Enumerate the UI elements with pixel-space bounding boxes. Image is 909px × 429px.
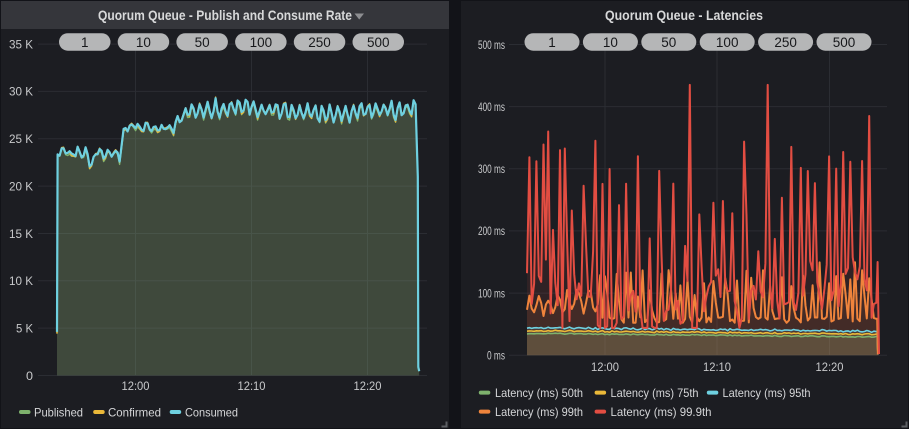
svg-text:Quorum Queue - Latencies: Quorum Queue - Latencies (605, 7, 763, 23)
svg-text:0 ms: 0 ms (487, 349, 505, 363)
svg-text:500 ms: 500 ms (478, 38, 505, 52)
svg-text:50: 50 (661, 35, 676, 50)
svg-text:15 K: 15 K (9, 227, 33, 241)
svg-text:50: 50 (195, 35, 210, 50)
svg-text:12:10: 12:10 (238, 379, 266, 393)
svg-text:12:20: 12:20 (816, 360, 844, 374)
svg-text:Latency (ms) 99th: Latency (ms) 99th (495, 405, 583, 419)
svg-text:100 ms: 100 ms (478, 286, 505, 300)
svg-text:Quorum Queue - Publish and Con: Quorum Queue - Publish and Consume Rate (98, 7, 352, 23)
svg-text:Latency (ms) 95th: Latency (ms) 95th (723, 386, 811, 400)
svg-text:200 ms: 200 ms (478, 224, 505, 238)
svg-text:5 K: 5 K (16, 321, 33, 335)
svg-text:500: 500 (367, 35, 390, 50)
svg-text:Latency (ms) 50th: Latency (ms) 50th (495, 386, 583, 400)
svg-text:12:10: 12:10 (703, 360, 731, 374)
svg-text:250: 250 (308, 35, 331, 50)
svg-text:12:20: 12:20 (354, 379, 382, 393)
svg-text:Published: Published (34, 406, 83, 420)
svg-text:30 K: 30 K (9, 85, 33, 99)
svg-text:100: 100 (250, 35, 273, 50)
svg-text:Consumed: Consumed (185, 406, 238, 420)
svg-text:10 K: 10 K (9, 274, 33, 288)
svg-text:300 ms: 300 ms (478, 162, 505, 176)
svg-text:Confirmed: Confirmed (108, 406, 161, 420)
svg-text:12:00: 12:00 (122, 379, 150, 393)
svg-text:500: 500 (833, 35, 856, 50)
svg-text:25 K: 25 K (9, 132, 33, 146)
svg-text:400 ms: 400 ms (478, 100, 505, 114)
svg-text:20 K: 20 K (9, 179, 33, 193)
svg-text:10: 10 (603, 35, 618, 50)
svg-text:1: 1 (548, 35, 556, 50)
svg-text:12:00: 12:00 (591, 360, 619, 374)
svg-text:Latency (ms) 75th: Latency (ms) 75th (611, 386, 699, 400)
svg-text:35 K: 35 K (9, 37, 33, 51)
svg-text:10: 10 (136, 35, 151, 50)
svg-text:0: 0 (26, 369, 33, 383)
svg-text:100: 100 (716, 35, 739, 50)
svg-text:250: 250 (774, 35, 797, 50)
svg-text:1: 1 (81, 35, 89, 50)
svg-text:Latency (ms) 99.9th: Latency (ms) 99.9th (611, 405, 712, 419)
